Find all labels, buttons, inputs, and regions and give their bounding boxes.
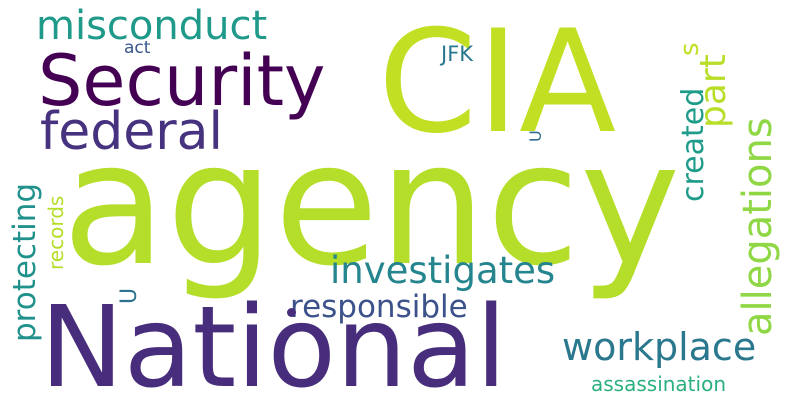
word-cia: CIA: [378, 0, 617, 165]
word-security: Security: [38, 40, 326, 122]
word-investigates: investigates: [330, 249, 556, 292]
dot-mark: [287, 308, 296, 317]
word-federal: federal: [40, 102, 223, 162]
word-act: act: [124, 38, 151, 58]
word-allegations: allegations: [735, 117, 781, 336]
word-s: s: [675, 42, 705, 56]
word-jfk: JFK: [441, 42, 474, 66]
word-national: National: [40, 283, 507, 405]
word-agency: agency: [62, 106, 681, 304]
word-responsible: responsible: [290, 289, 468, 325]
word-protecting: protecting: [7, 182, 43, 342]
word-created: created: [676, 87, 711, 202]
word-assassination: assassination: [591, 372, 726, 396]
word-records: records: [44, 195, 68, 270]
word-u-left: U: [117, 287, 142, 304]
word-misconduct: misconduct: [36, 3, 268, 49]
word-workplace: workplace: [562, 325, 757, 369]
word-u-right: U: [526, 130, 545, 142]
